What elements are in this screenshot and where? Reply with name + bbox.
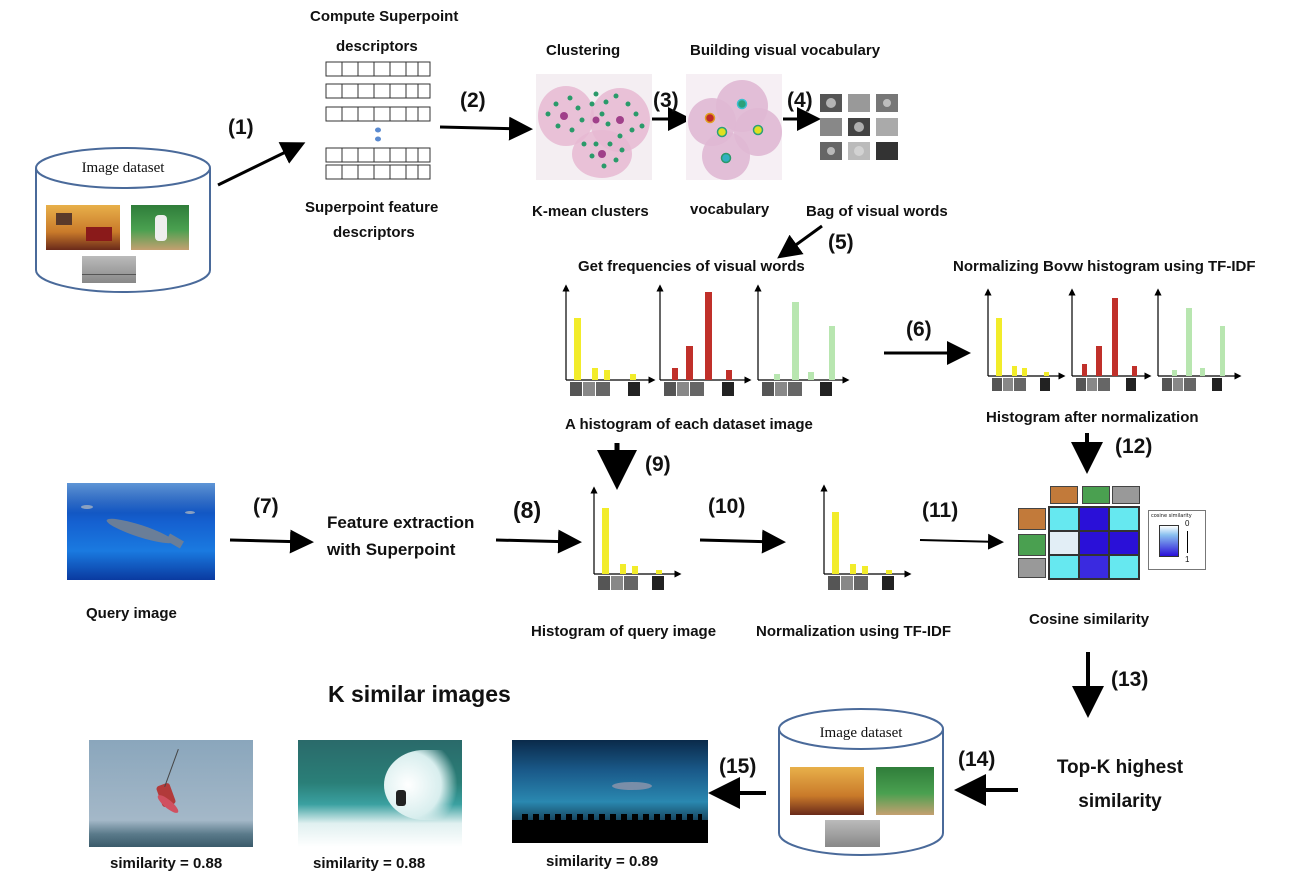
result-caption-3: similarity = 0.89 (546, 853, 659, 870)
query-image (67, 483, 215, 580)
step-1: (1) (228, 116, 254, 139)
normalizing-bovw-label: Normalizing Bovw histogram using TF-IDF (953, 258, 1256, 275)
step-6: (6) (906, 318, 932, 341)
histogram-after-normalization-label: Histogram after normalization (986, 409, 1199, 426)
result-image-surfer (298, 740, 462, 847)
cosine-legend-1: 1 (1185, 555, 1190, 564)
thumb-beach (82, 256, 136, 283)
result-image-aquarium (512, 740, 708, 843)
cosine-legend-title: cosine similarity (1151, 513, 1192, 519)
feature-extraction-line2: with Superpoint (327, 540, 456, 559)
thumb-baseball (131, 205, 189, 250)
arrow-1 (217, 142, 306, 187)
vocabulary-figure (686, 74, 782, 180)
compute-superpoint-label: Compute Superpoint (310, 8, 459, 25)
clustering-label: Clustering (546, 42, 621, 59)
histogram-query-label: Histogram of query image (531, 623, 717, 640)
cosine-similarity-label: Cosine similarity (1029, 611, 1150, 628)
step-2: (2) (460, 89, 486, 112)
step-4: (4) (787, 89, 813, 112)
histogram-each-label: A histogram of each dataset image (565, 416, 813, 433)
step-11: (11) (922, 499, 959, 522)
cosine-legend-0: 0 (1185, 519, 1190, 528)
thumb-baseball-bottom (876, 767, 934, 815)
arrow-7 (229, 529, 314, 554)
normalized-histograms (984, 288, 1242, 391)
step-12: (12) (1115, 435, 1153, 458)
result-caption-2: similarity = 0.88 (313, 855, 426, 872)
descriptors-label-2: descriptors (333, 224, 415, 241)
step-5: (5) (828, 231, 854, 254)
cosine-legend: cosine similarity 0 1 (1148, 510, 1206, 570)
thumb-room (46, 205, 120, 250)
query-histogram (590, 486, 682, 590)
building-vocabulary-label: Building visual vocabulary (690, 42, 881, 59)
topk-label: Top-K highest similarity (1040, 751, 1200, 819)
step-8: (8) (513, 497, 542, 523)
result-caption-1: similarity = 0.88 (110, 855, 223, 872)
dataset-label: Image dataset (81, 160, 165, 176)
step-14: (14) (958, 748, 996, 771)
dataset-histograms (562, 284, 850, 396)
arrow-8 (495, 529, 582, 554)
bag-of-visual-words-label: Bag of visual words (806, 203, 948, 220)
arrow-11 (919, 533, 1004, 550)
k-similar-images-title: K similar images (328, 681, 511, 707)
dataset-label-bottom: Image dataset (819, 725, 903, 741)
visual-words-grid (820, 94, 898, 160)
topk-line1: Top-K highest (1056, 757, 1184, 778)
normalization-tfidf-label: Normalization using TF-IDF (756, 623, 951, 640)
arrow-2 (439, 116, 533, 141)
step-9: (9) (645, 453, 671, 476)
arrow-5 (777, 224, 823, 259)
superpoint-feature-label: Superpoint feature (305, 199, 439, 216)
step-7: (7) (253, 495, 279, 518)
get-frequencies-label: Get frequencies of visual words (578, 258, 805, 275)
result-image-kitesurfer (89, 740, 253, 847)
descriptors-label: descriptors (336, 38, 418, 55)
cosine-similarity-matrix: cosine similarity 0 1 (1014, 478, 1208, 588)
step-3: (3) (653, 89, 679, 112)
feature-extraction-line1: Feature extraction (327, 513, 475, 532)
step-13: (13) (1111, 668, 1149, 691)
descriptor-matrix (325, 61, 431, 180)
step-15: (15) (719, 755, 757, 778)
normalized-query-histogram (820, 484, 912, 590)
kmean-clusters-label: K-mean clusters (532, 203, 649, 220)
image-dataset-top: Image dataset (32, 146, 214, 294)
step-10: (10) (708, 495, 746, 518)
query-image-label: Query image (86, 605, 177, 622)
topk-line2: similarity (1078, 791, 1162, 812)
kmeans-clusters-figure (536, 74, 652, 180)
arrow-10 (699, 529, 786, 554)
thumb-beach-bottom (825, 820, 880, 847)
vocabulary-label: vocabulary (690, 201, 770, 218)
thumb-room-bottom (790, 767, 864, 815)
